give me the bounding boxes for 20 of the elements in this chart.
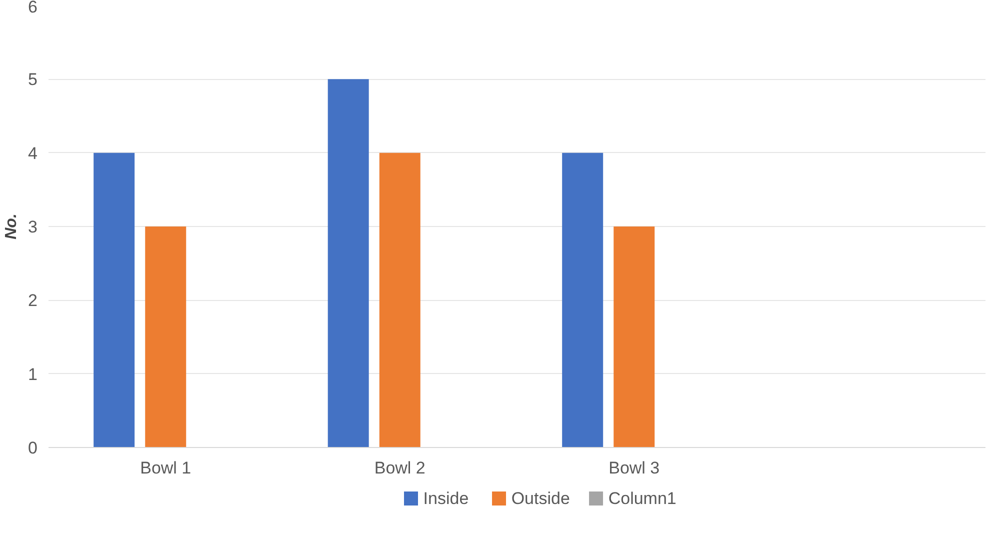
- bar: [94, 152, 135, 448]
- y-tick-label: 5: [28, 70, 38, 90]
- legend-label: Inside: [423, 489, 469, 508]
- y-tick-label: 1: [28, 364, 38, 384]
- x-tick-label: Bowl 1: [140, 458, 192, 478]
- bar: [562, 152, 604, 448]
- bar: [145, 226, 186, 448]
- bar: [379, 152, 420, 448]
- y-tick-label: 4: [28, 144, 38, 163]
- y-tick-label: 2: [28, 291, 38, 310]
- bar: [614, 226, 655, 448]
- y-tick-label: 0: [28, 438, 38, 458]
- y-tick-label: 3: [28, 218, 38, 236]
- y-axis-title: No.: [3, 214, 20, 240]
- x-tick-label: Bowl 2: [374, 458, 426, 478]
- legend-label: Outside: [511, 489, 570, 508]
- legend-label: Column1: [608, 489, 676, 508]
- y-tick-label: 6: [28, 0, 38, 16]
- bar: [328, 79, 369, 448]
- x-tick-label: Bowl 3: [608, 458, 660, 478]
